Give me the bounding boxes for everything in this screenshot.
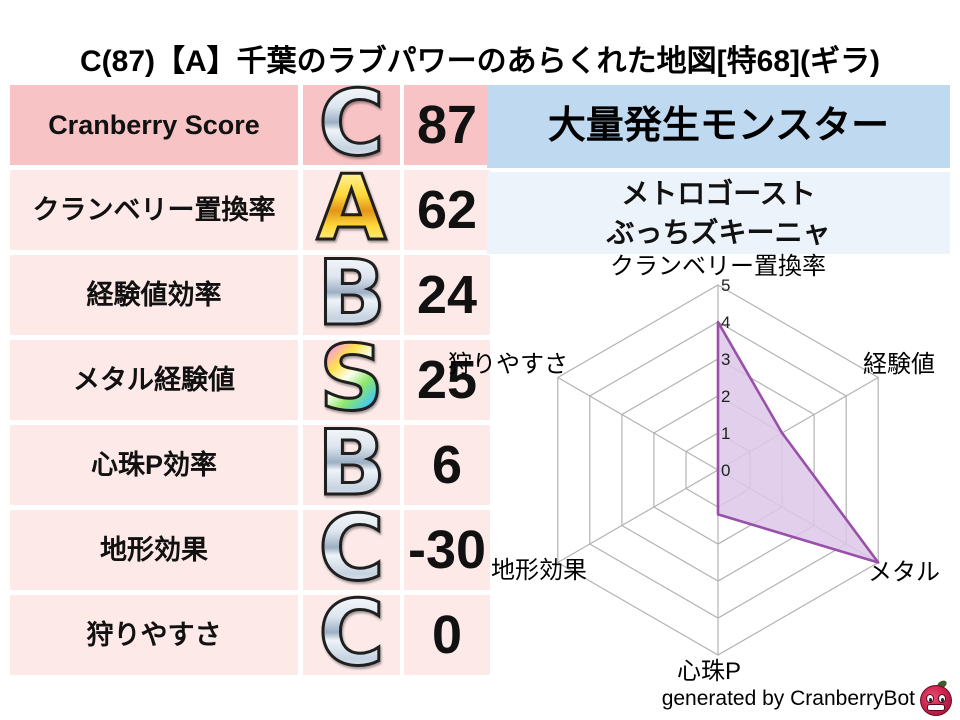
page-title: C(87)【A】千葉のラブパワーのあらくれた地図[特68](ギラ) [79, 45, 880, 78]
radar-axis-label: メタル [868, 559, 940, 586]
radar-axis-label: 地形効果 [491, 557, 587, 584]
stat-label: 心珠P効率 [10, 425, 298, 505]
radar-tick-label: 1 [721, 424, 730, 443]
stat-value: 24 [404, 255, 490, 335]
monster-panel-header: 大量発生モンスター [487, 85, 950, 168]
stat-row: 狩りやすさ C 0 [10, 581, 490, 686]
stat-label: クランベリー置換率 [10, 170, 298, 250]
grade-letter-badge: B [316, 241, 388, 346]
stat-label: メタル経験値 [10, 340, 298, 420]
stat-grade-cell: B [303, 411, 400, 516]
stat-row: メタル経験値 S 25 [10, 326, 490, 431]
stat-value: 62 [404, 170, 490, 250]
berry-body [920, 685, 952, 716]
radar-data-polygon [716, 320, 880, 564]
radar-tick-label: 3 [721, 350, 730, 369]
stat-grade-cell: C [303, 581, 400, 686]
monster-name: メトロゴースト [621, 178, 816, 209]
grade-letter-badge: A [315, 156, 388, 261]
stat-value: 0 [404, 595, 490, 675]
radar-tick-label: 4 [721, 313, 730, 332]
stat-value: -30 [404, 510, 490, 590]
stat-row: 心珠P効率 B 6 [10, 411, 490, 516]
monster-name: ぶっちズキーニャ [606, 217, 831, 248]
stat-grade-cell: A [303, 156, 400, 261]
stat-label: 経験値効率 [10, 255, 298, 335]
eye-left [926, 694, 934, 703]
stat-grade-cell: C [303, 71, 400, 176]
cranberrybot-icon [920, 679, 954, 716]
stat-label: Cranberry Score [10, 85, 298, 165]
grade-letter-badge: C [317, 496, 386, 601]
grade-letter-badge: C [317, 581, 386, 686]
radar-axis-label: クランベリー置換率 [610, 253, 826, 280]
radar-axis-label: 狩りやすさ [448, 351, 568, 378]
stat-label: 地形効果 [10, 510, 298, 590]
monster-panel-header-label: 大量発生モンスター [547, 105, 890, 147]
mouth [927, 704, 945, 711]
stat-grade-cell: C [303, 496, 400, 601]
radar-axis-spoke [557, 376, 719, 471]
grade-letter-badge: S [318, 326, 386, 431]
stat-value: 25 [404, 340, 490, 420]
stat-value: 87 [404, 85, 490, 165]
stat-value: 6 [404, 425, 490, 505]
stat-row: 経験値効率 B 24 [10, 241, 490, 346]
stats-table: Cranberry Score C 87 クランベリー置換率 A 62 経験値効率 B 24 メタ… [10, 71, 490, 686]
stat-grade-cell: S [303, 326, 400, 431]
eye-right [938, 694, 946, 703]
radar-tick-label: 0 [721, 461, 730, 480]
monster-list: メトロゴースト ぶっちズキーニャ [487, 172, 950, 254]
stat-row: クランベリー置換率 A 62 [10, 156, 490, 261]
radar-axis-label: 経験値 [863, 351, 935, 378]
grade-letter-badge: B [316, 411, 388, 516]
stat-grade-cell: B [303, 241, 400, 346]
stat-row: 地形効果 C -30 [10, 496, 490, 601]
radar-tick-label: 5 [721, 276, 730, 295]
credit-text: generated by CranberryBot [661, 687, 915, 710]
radar-tick-label: 2 [721, 387, 730, 406]
radar-axis-spoke [557, 469, 719, 564]
footer-credit: generated by CranberryBot [661, 679, 954, 716]
stat-label: 狩りやすさ [10, 595, 298, 675]
grade-letter-badge: C [317, 71, 386, 176]
radar-axis-label: 心珠P [677, 658, 741, 685]
stat-row: Cranberry Score C 87 [10, 71, 490, 176]
